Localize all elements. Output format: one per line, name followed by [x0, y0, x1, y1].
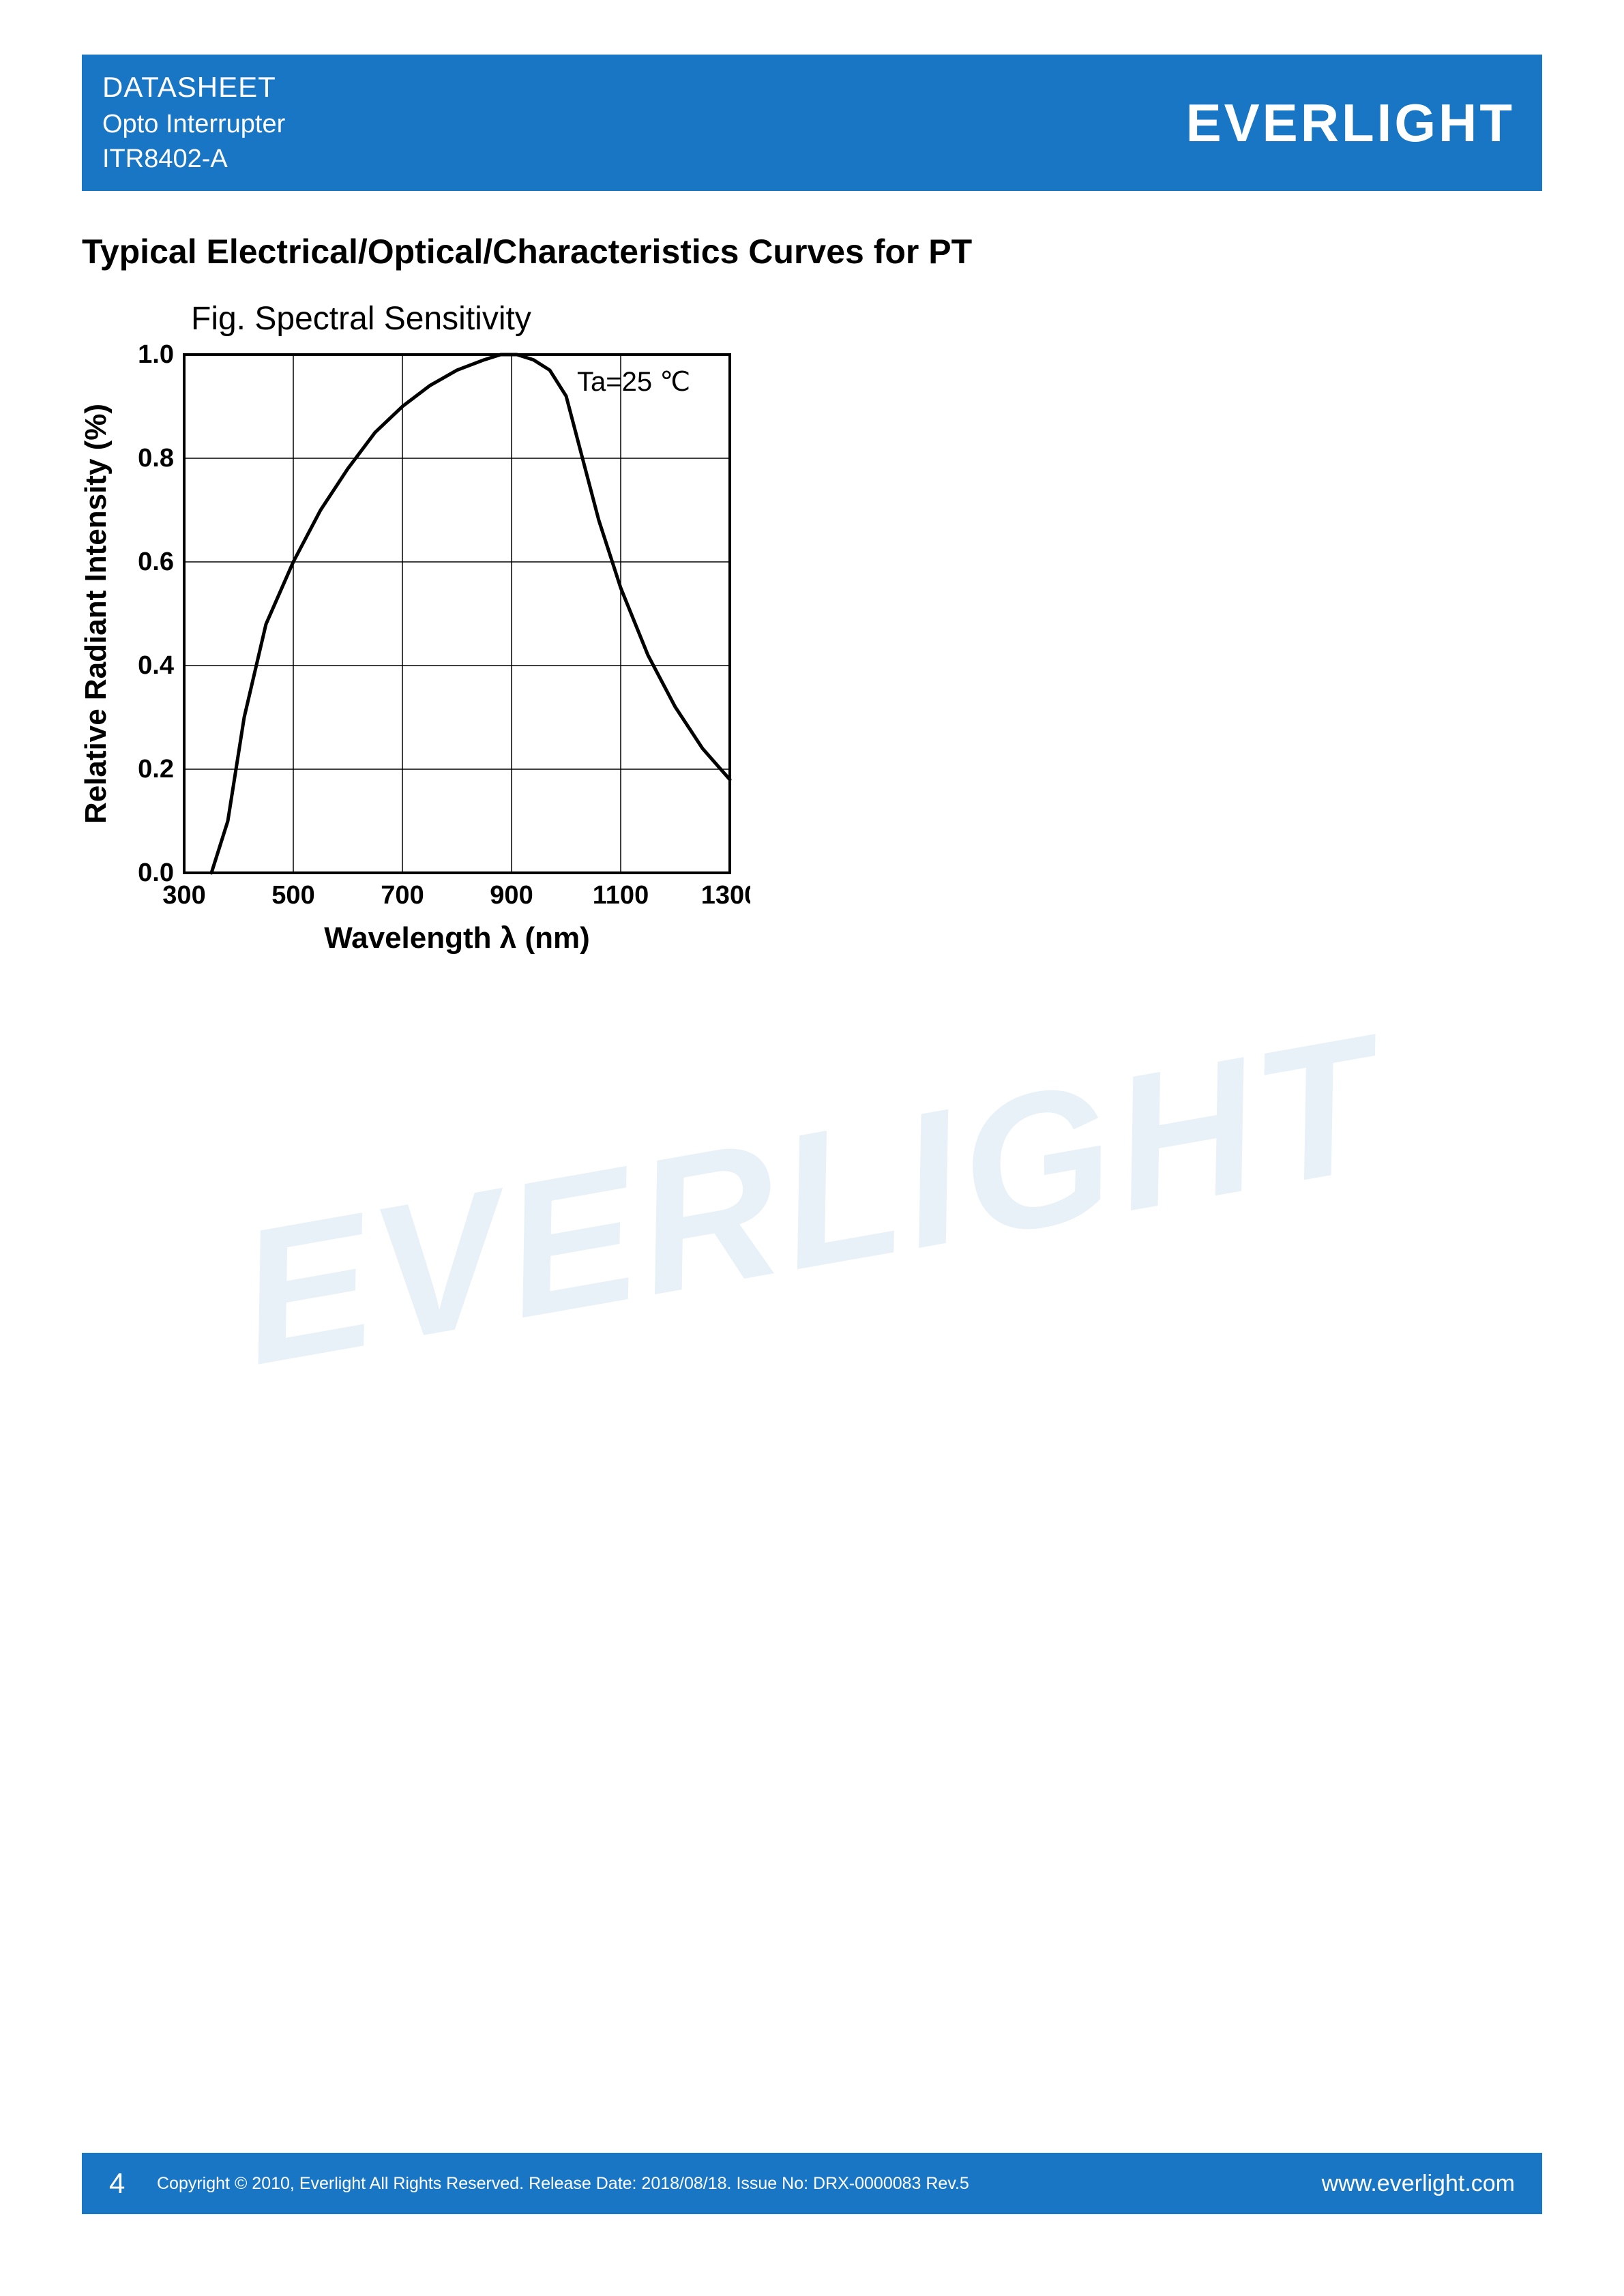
- footer-bar: 4 Copyright © 2010, Everlight All Rights…: [82, 2153, 1542, 2214]
- brand-logo-text: EVERLIGHT: [1186, 92, 1515, 154]
- part-number: ITR8402-A: [102, 142, 285, 177]
- svg-text:1300: 1300: [701, 881, 750, 910]
- svg-text:Wavelength λ (nm): Wavelength λ (nm): [324, 921, 590, 955]
- copyright-text: Copyright © 2010, Everlight All Rights R…: [157, 2174, 1322, 2194]
- website-url: www.everlight.com: [1322, 2171, 1515, 2197]
- figure-caption: Fig. Spectral Sensitivity: [191, 300, 531, 338]
- svg-text:1.0: 1.0: [138, 341, 174, 369]
- doc-type-label: DATASHEET: [102, 68, 285, 107]
- spectral-sensitivity-chart: 300500700900110013000.00.20.40.60.81.0Ta…: [68, 341, 750, 968]
- svg-text:500: 500: [271, 881, 314, 910]
- svg-text:0.0: 0.0: [138, 859, 174, 887]
- svg-text:0.2: 0.2: [138, 755, 174, 784]
- section-title: Typical Electrical/Optical/Characteristi…: [82, 232, 972, 271]
- product-category: Opto Interrupter: [102, 107, 285, 142]
- header-bar: DATASHEET Opto Interrupter ITR8402-A EVE…: [82, 55, 1542, 191]
- svg-text:0.6: 0.6: [138, 548, 174, 576]
- chart-svg: 300500700900110013000.00.20.40.60.81.0Ta…: [68, 341, 750, 968]
- datasheet-page: DATASHEET Opto Interrupter ITR8402-A EVE…: [0, 0, 1624, 2296]
- svg-text:Ta=25 ℃: Ta=25 ℃: [577, 367, 690, 397]
- svg-text:0.4: 0.4: [138, 651, 174, 680]
- brand-logo: EVERLIGHT: [1186, 92, 1515, 154]
- svg-text:1100: 1100: [593, 881, 649, 910]
- watermark: EVERLIGHT: [27, 957, 1597, 1443]
- header-left: DATASHEET Opto Interrupter ITR8402-A: [102, 68, 285, 177]
- svg-text:900: 900: [490, 881, 533, 910]
- svg-text:700: 700: [381, 881, 424, 910]
- svg-text:0.8: 0.8: [138, 444, 174, 473]
- svg-text:Relative Radiant Intensity (%): Relative Radiant Intensity (%): [79, 404, 113, 824]
- page-number: 4: [109, 2167, 157, 2200]
